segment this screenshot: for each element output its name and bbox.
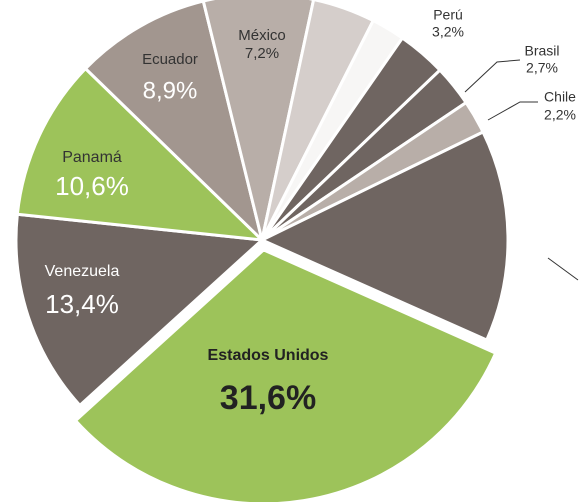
- value-label: 13,4%: [45, 289, 119, 319]
- labels: Estados Unidos 31,6% Venezuela 13,4% Panamá 1…: [45, 7, 577, 417]
- slice-label: Venezuela: [45, 263, 120, 280]
- slice-label: México: [238, 27, 286, 44]
- slice-label: Perú: [433, 7, 463, 23]
- pie-slice: [14, 212, 266, 408]
- value-label: 3,2%: [432, 24, 464, 40]
- pie: [14, 0, 510, 502]
- pie-slice: [73, 248, 498, 502]
- slice-label: Estados Unidos: [208, 347, 329, 364]
- value-label: 10,6%: [55, 171, 129, 201]
- value-label: 7,2%: [245, 45, 279, 62]
- value-label: 2,2%: [544, 107, 576, 123]
- leader-line: [547, 257, 579, 281]
- slice-label: Chile: [544, 89, 576, 105]
- value-label: 8,9%: [143, 77, 198, 104]
- pie-slice: [15, 66, 267, 242]
- pie-slice: [258, 129, 510, 343]
- value-label: 2,7%: [526, 60, 558, 76]
- pie-slice: [201, 0, 316, 241]
- slice-label: Panamá: [62, 149, 122, 166]
- leader-line: [487, 101, 538, 121]
- leader-line: [464, 59, 521, 93]
- slice-label: Ecuador: [142, 51, 198, 68]
- slice-label: Brasil: [524, 43, 559, 59]
- leader-lines: [464, 59, 579, 281]
- value-label: 31,6%: [220, 379, 316, 417]
